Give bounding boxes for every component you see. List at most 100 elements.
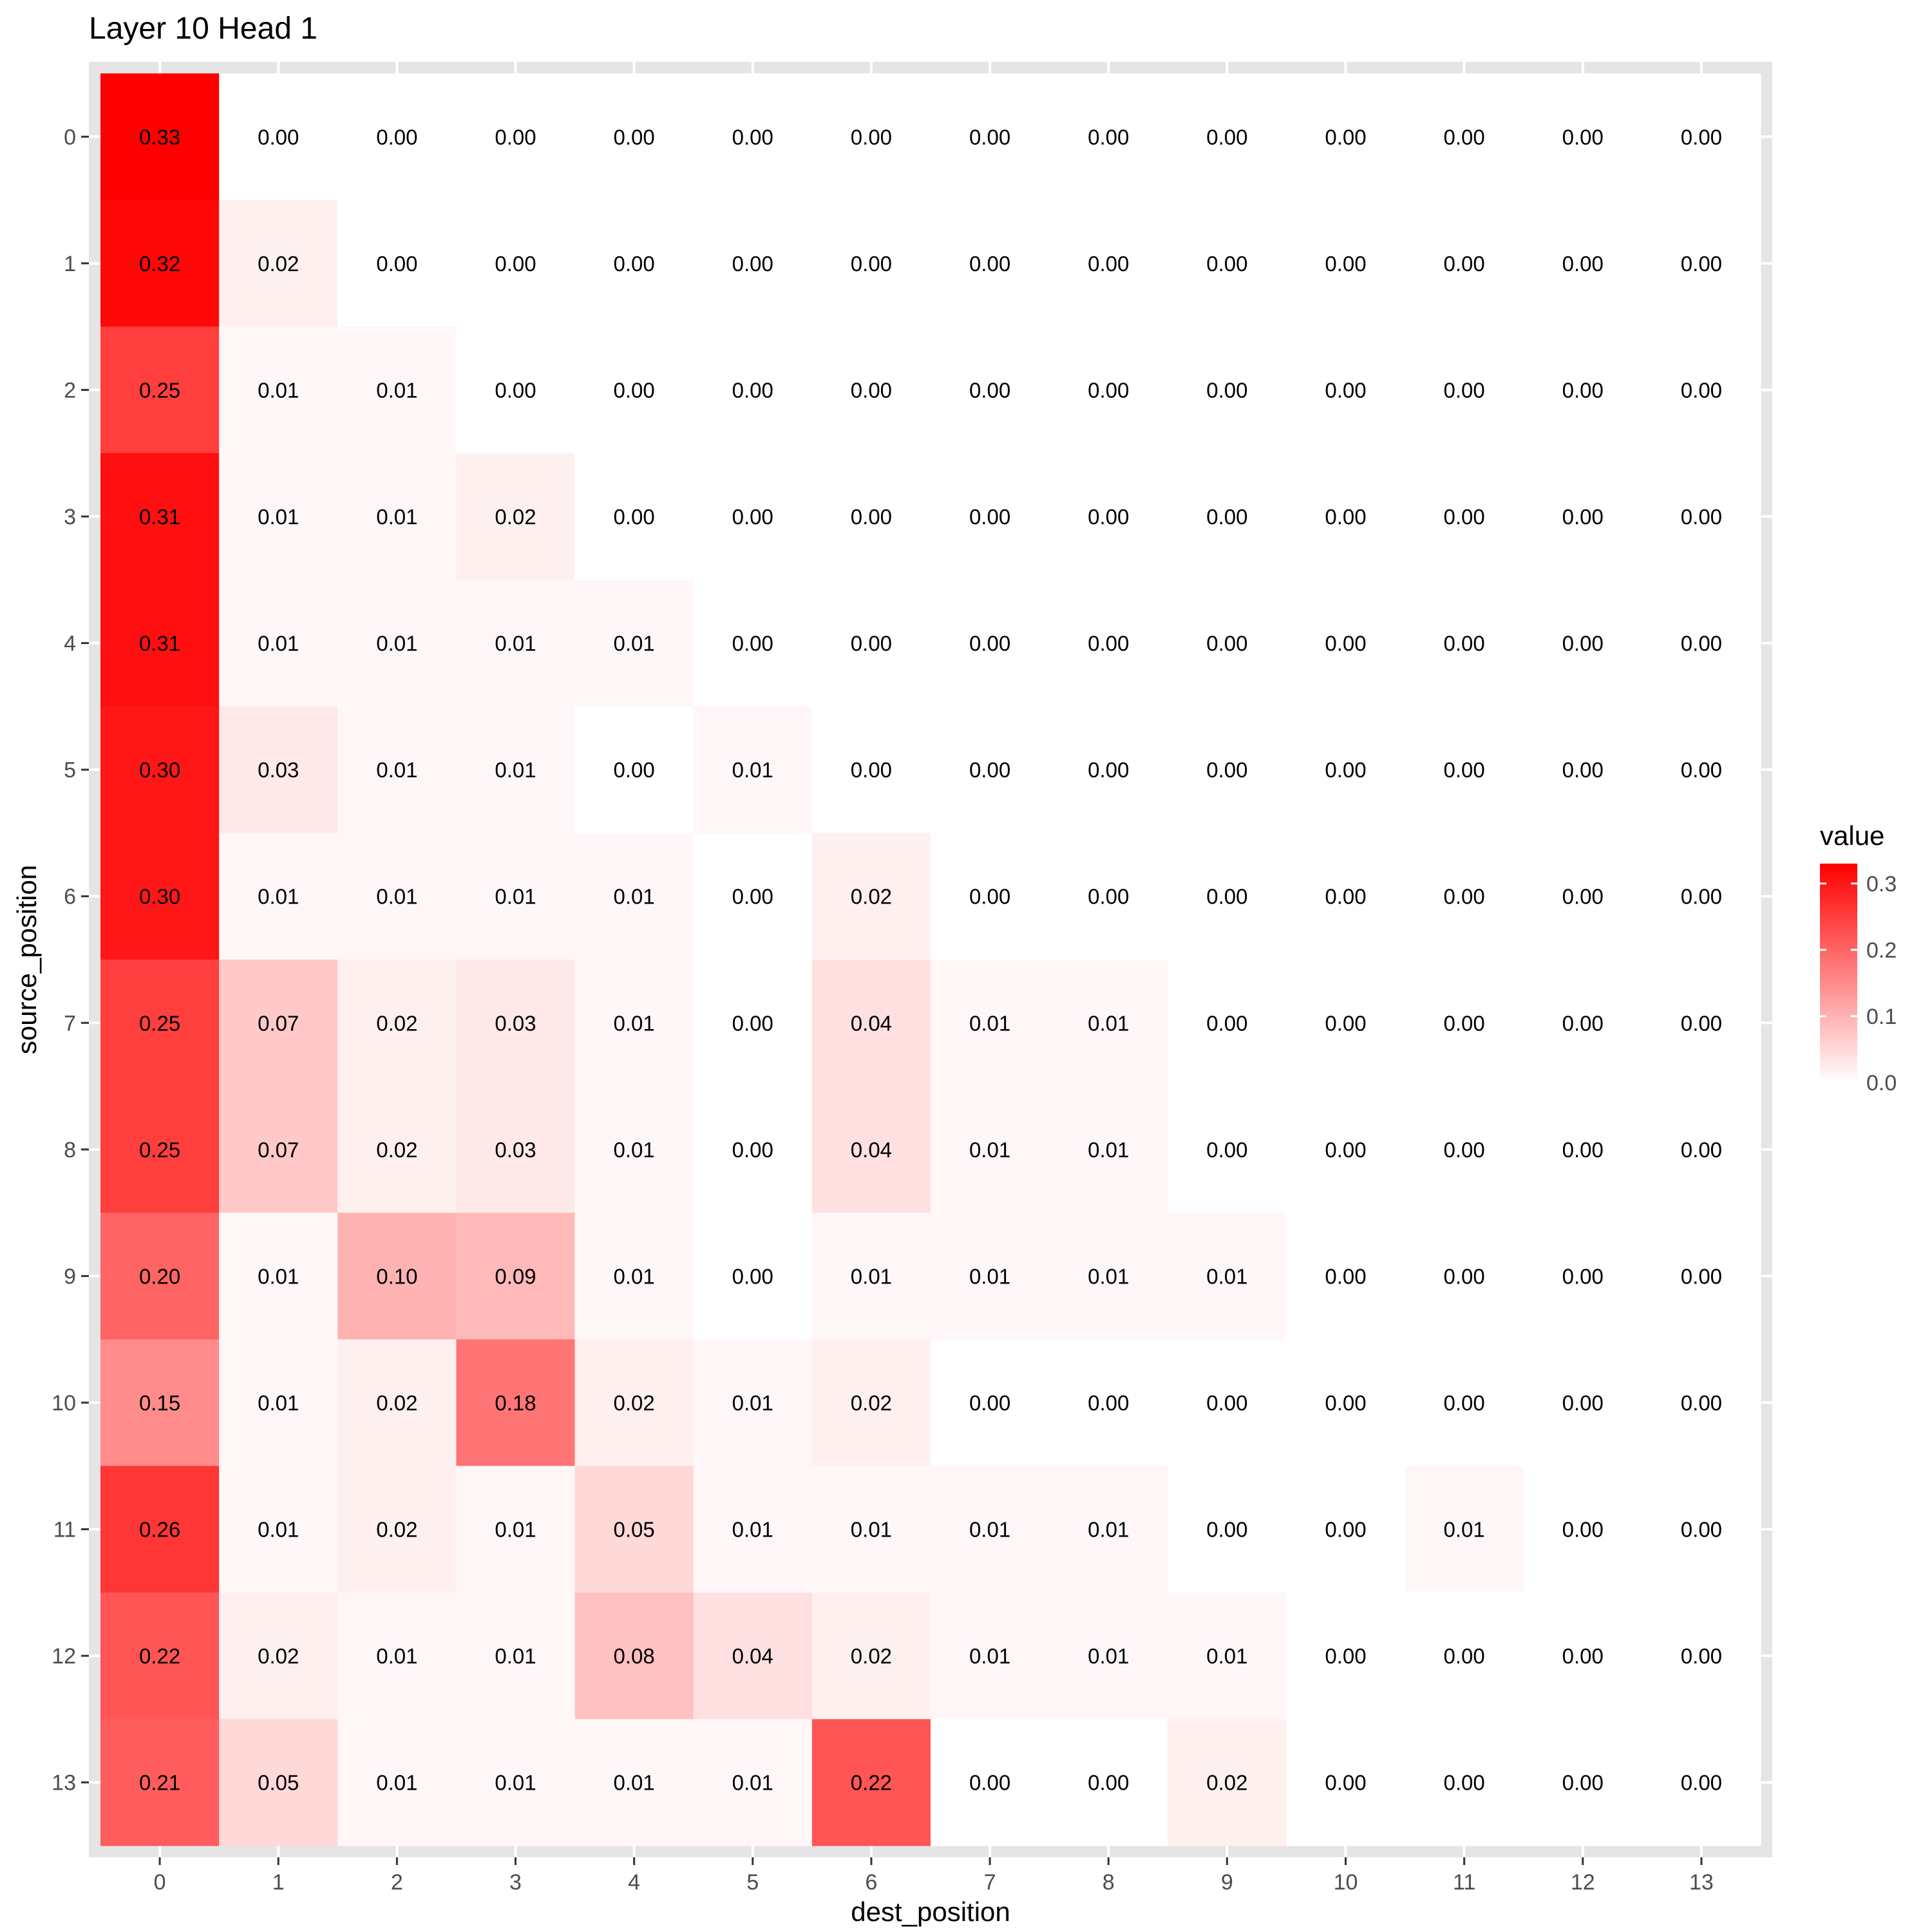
heatmap-cell — [100, 73, 220, 201]
cell-value-label: 0.01 — [1088, 1644, 1129, 1668]
cell-value-label: 0.01 — [969, 1518, 1010, 1542]
cell-value-label: 0.01 — [1088, 1011, 1129, 1035]
heatmap-cell — [1642, 1719, 1761, 1846]
heatmap-cell — [574, 1339, 694, 1466]
heatmap-cell — [1523, 960, 1643, 1087]
cell-value-label: 0.01 — [495, 1771, 536, 1795]
heatmap-cell — [1405, 960, 1524, 1087]
heatmap-cell — [811, 1213, 931, 1340]
heatmap-cell — [1286, 200, 1406, 327]
heatmap-cell — [1523, 1719, 1643, 1846]
x-tick-label: 1 — [272, 1870, 285, 1895]
heatmap-cell — [456, 960, 576, 1087]
heatmap-cell — [1642, 200, 1761, 327]
heatmap-cell — [456, 200, 576, 327]
cell-value-label: 0.08 — [614, 1644, 655, 1668]
cell-value-label: 0.00 — [1325, 378, 1366, 402]
heatmap-cell — [931, 580, 1050, 707]
heatmap-cell — [1642, 706, 1761, 833]
heatmap-cell — [931, 960, 1050, 1087]
cell-value-label: 0.00 — [1444, 1138, 1485, 1162]
heatmap-cell — [456, 73, 576, 201]
cell-value-label: 0.00 — [1562, 1264, 1604, 1288]
heatmap-cell — [931, 200, 1050, 327]
cell-value-label: 0.00 — [495, 252, 536, 276]
cell-value-label: 0.00 — [1088, 1391, 1129, 1415]
cell-value-label: 0.00 — [1681, 1771, 1722, 1795]
cell-value-label: 0.00 — [1444, 125, 1485, 149]
cell-value-label: 0.01 — [376, 378, 417, 402]
cell-value-label: 0.00 — [1325, 1011, 1366, 1035]
cell-value-label: 0.01 — [1444, 1518, 1485, 1542]
heatmap-cell — [693, 833, 813, 960]
cell-value-label: 0.00 — [1681, 1264, 1722, 1288]
heatmap-cell — [931, 453, 1050, 580]
cell-value-label: 0.00 — [732, 125, 773, 149]
cell-value-label: 0.00 — [851, 505, 892, 529]
heatmap-cell — [337, 200, 457, 327]
cell-value-label: 0.00 — [851, 125, 892, 149]
cell-value-label: 0.25 — [139, 1011, 180, 1035]
cell-value-label: 0.03 — [495, 1138, 536, 1162]
heatmap-cell — [693, 1339, 813, 1466]
heatmap-cell — [693, 706, 813, 833]
heatmap-cell — [1642, 1213, 1761, 1340]
heatmap-cell — [1168, 1719, 1287, 1846]
heatmap-cell — [693, 580, 813, 707]
heatmap-cell — [811, 73, 931, 201]
cell-value-label: 0.01 — [969, 1264, 1010, 1288]
cell-value-label: 0.02 — [851, 1391, 892, 1415]
heatmap-cell — [219, 1592, 338, 1719]
legend-tick-label: 0.3 — [1866, 872, 1897, 896]
cell-value-label: 0.01 — [851, 1264, 892, 1288]
cell-value-label: 0.01 — [495, 758, 536, 782]
heatmap-cell — [1049, 73, 1168, 201]
y-tick-label: 5 — [64, 758, 76, 782]
heatmap-cell — [337, 73, 457, 201]
heatmap-cell — [574, 453, 694, 580]
heatmap-cell — [1286, 960, 1406, 1087]
cell-value-label: 0.00 — [969, 885, 1010, 909]
heatmap-cell — [693, 200, 813, 327]
cell-value-label: 0.05 — [614, 1518, 655, 1542]
cell-value-label: 0.00 — [258, 125, 299, 149]
cell-value-label: 0.00 — [1325, 252, 1366, 276]
cell-value-label: 0.00 — [969, 252, 1010, 276]
heatmap-cell — [1642, 1339, 1761, 1466]
cell-value-label: 0.18 — [495, 1391, 536, 1415]
cell-value-label: 0.00 — [732, 885, 773, 909]
cell-value-label: 0.00 — [969, 1391, 1010, 1415]
cell-value-label: 0.01 — [1206, 1264, 1247, 1288]
cell-value-label: 0.00 — [1562, 1391, 1604, 1415]
cell-value-label: 0.02 — [376, 1011, 417, 1035]
cell-value-label: 0.00 — [1444, 1011, 1485, 1035]
heatmap-cell — [1405, 1339, 1524, 1466]
heatmap-cell — [1168, 960, 1287, 1087]
x-tick-label: 7 — [984, 1870, 996, 1895]
heatmap-cell — [693, 327, 813, 454]
y-tick-label: 3 — [64, 505, 76, 529]
cell-value-label: 0.00 — [1681, 378, 1722, 402]
cell-value-label: 0.02 — [495, 505, 536, 529]
heatmap-cell — [1405, 200, 1524, 327]
cell-value-label: 0.00 — [1681, 1011, 1722, 1035]
cell-value-label: 0.00 — [851, 758, 892, 782]
cell-value-label: 0.00 — [1562, 125, 1604, 149]
cell-value-label: 0.02 — [851, 885, 892, 909]
y-tick-label: 7 — [64, 1011, 76, 1036]
heatmap-cell — [574, 1592, 694, 1719]
heatmap-cell — [456, 833, 576, 960]
cell-value-label: 0.04 — [732, 1644, 773, 1668]
heatmap-cell — [456, 453, 576, 580]
heatmap-cell — [1168, 1339, 1287, 1466]
heatmap-cell — [1049, 1592, 1168, 1719]
legend-ticks: 0.0 0.1 0.2 0.3 — [1820, 872, 1897, 1095]
x-tick-label: 13 — [1689, 1870, 1714, 1895]
cell-value-label: 0.04 — [851, 1011, 892, 1035]
heatmap-cell — [337, 1339, 457, 1466]
heatmap-cell — [1286, 73, 1406, 201]
cell-value-label: 0.00 — [732, 1011, 773, 1035]
heatmap-cell — [574, 706, 694, 833]
heatmap-cell — [931, 1213, 1050, 1340]
cell-value-label: 0.01 — [376, 632, 417, 656]
